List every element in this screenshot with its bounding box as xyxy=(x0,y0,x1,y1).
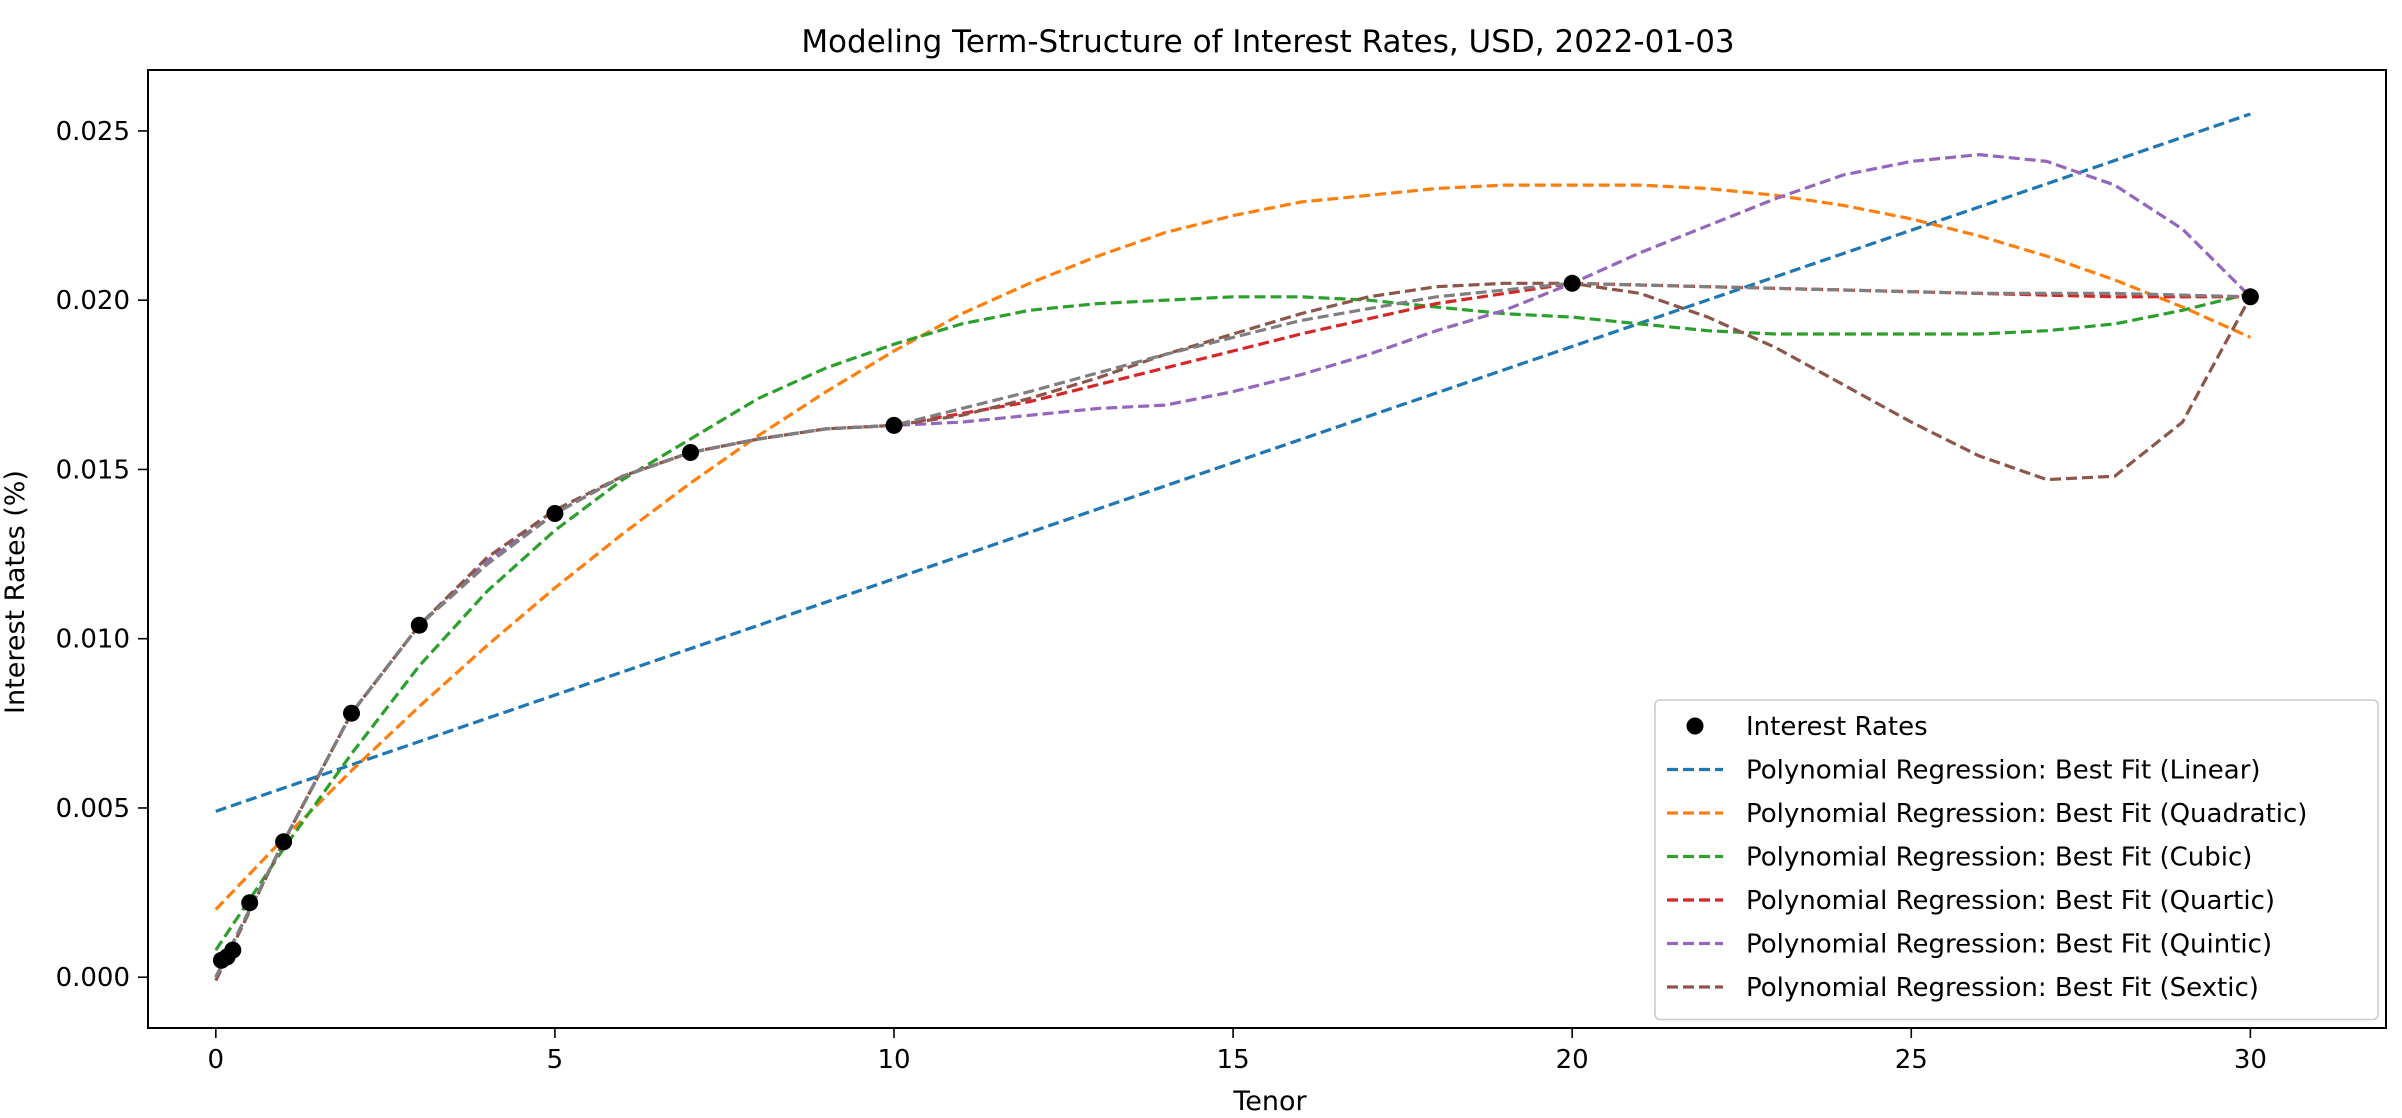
legend: Interest Rates Polynomial Regression: Bes… xyxy=(1654,699,2379,1021)
y-axis-label: Interest Rates (%) xyxy=(0,470,31,714)
y-axis: 0.000 0.005 0.010 0.015 0.020 0.025 xyxy=(56,117,148,993)
y-tick-label: 0.005 xyxy=(56,794,130,824)
x-tick-label: 25 xyxy=(1895,1045,1928,1075)
y-tick-label: 0.010 xyxy=(56,625,130,655)
x-tick-label: 15 xyxy=(1217,1045,1250,1075)
data-point xyxy=(410,616,428,634)
series-line-5 xyxy=(214,281,2252,982)
x-tick-label: 0 xyxy=(208,1045,225,1075)
series-line-1 xyxy=(214,183,2252,911)
legend-label: Polynomial Regression: Best Fit (Quartic… xyxy=(1746,886,2275,916)
legend-label: Interest Rates xyxy=(1746,712,1928,742)
series-line-2 xyxy=(214,291,2251,951)
x-axis-label: Tenor xyxy=(1232,1086,1307,1117)
x-axis: 0 5 10 15 20 25 30 xyxy=(208,1028,2267,1075)
legend-label: Polynomial Regression: Best Fit (Quintic… xyxy=(1746,930,2272,960)
data-point xyxy=(241,894,259,912)
legend-label: Polynomial Regression: Best Fit (Linear) xyxy=(1746,756,2261,786)
x-tick-label: 5 xyxy=(547,1045,564,1075)
chart-title: Modeling Term-Structure of Interest Rate… xyxy=(801,24,1734,60)
plot-area xyxy=(147,69,2387,1029)
legend-label: Polynomial Regression: Best Fit (Cubic) xyxy=(1746,843,2252,873)
series-line-0 xyxy=(215,112,2251,813)
legend-marker xyxy=(1686,717,1704,735)
legend-box xyxy=(1654,699,2379,1021)
x-tick-label: 30 xyxy=(2234,1045,2267,1075)
data-point xyxy=(885,416,903,434)
legend-label: Polynomial Regression: Best Fit (Quadrat… xyxy=(1746,799,2307,829)
y-tick-label: 0.015 xyxy=(56,455,130,485)
y-tick-label: 0.000 xyxy=(56,963,130,993)
x-tick-label: 10 xyxy=(877,1045,910,1075)
data-point xyxy=(224,941,242,959)
legend-label: Polynomial Regression: Best Fit (Sextic) xyxy=(1746,973,2259,1003)
data-point xyxy=(546,505,564,522)
data-point xyxy=(343,704,360,722)
x-tick-label: 20 xyxy=(1556,1045,1589,1075)
data-point xyxy=(2241,288,2259,306)
y-tick-label: 0.025 xyxy=(56,117,130,147)
data-point xyxy=(1563,274,1581,292)
scatter-points xyxy=(212,274,2259,969)
data-point xyxy=(682,444,699,461)
data-point xyxy=(275,833,293,851)
y-tick-label: 0.020 xyxy=(56,286,130,316)
